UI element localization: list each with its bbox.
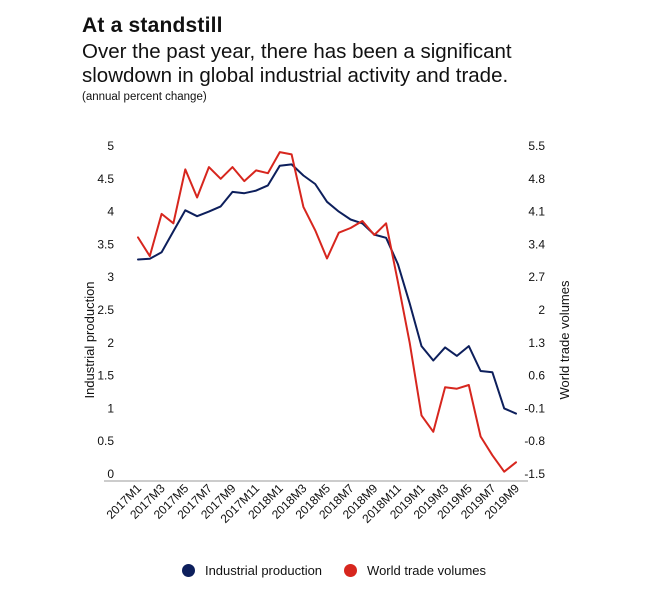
y-right-tick-label: 0.6 <box>528 369 545 383</box>
y-right-tick-label: 1.3 <box>528 336 545 350</box>
chart-subtitle: Over the past year, there has been a sig… <box>82 40 512 87</box>
y-right-tick-label: 4.1 <box>528 205 545 219</box>
y-right-tick-label: 2 <box>538 303 545 317</box>
y-left-tick-label: 2.5 <box>97 303 114 317</box>
legend-item-industrial: Industrial production <box>181 563 323 578</box>
legend-label-trade: World trade volumes <box>367 563 487 578</box>
y-right-axis-title: World trade volumes <box>557 280 572 399</box>
y-left-tick-label: 5 <box>107 139 114 153</box>
y-left-tick-label: 1.5 <box>97 369 114 383</box>
y-left-tick-label: 0 <box>107 467 114 481</box>
line-chart: 0 0.5 1 1.5 2 2.5 3 3.5 4 4.5 5 -1.5 -0.8 -0.1 0.6 1.3 2… <box>82 139 572 526</box>
y-left-axis-title: Industrial production <box>82 281 97 398</box>
y-right-tick-label: 2.7 <box>528 270 545 284</box>
series-line-industrial-production <box>137 163 517 415</box>
y-right-tick-label: -0.8 <box>524 434 545 448</box>
legend-label-industrial: Industrial production <box>204 563 323 578</box>
unit-note: (annual percent change) <box>82 91 207 103</box>
y-left-tick-label: 0.5 <box>97 434 114 448</box>
legend-item-trade: World trade volumes <box>344 563 486 578</box>
y-left-tick-label: 2 <box>107 336 114 350</box>
legend: Industrial production World trade volume… <box>0 563 668 578</box>
chart-title: At a standstill <box>82 14 223 37</box>
y-left-tick-label: 1 <box>107 401 114 415</box>
y-left-tick-label: 4 <box>107 205 114 219</box>
y-right-tick-label: -1.5 <box>524 467 545 481</box>
legend-marker-industrial <box>181 564 195 577</box>
y-right-tick-label: 3.4 <box>528 237 545 251</box>
y-left-tick-label: 4.5 <box>97 172 114 186</box>
y-right-tick-label: 5.5 <box>528 139 545 153</box>
legend-marker-trade <box>344 564 358 577</box>
y-left-tick-label: 3.5 <box>97 237 114 251</box>
y-right-tick-label: -0.1 <box>524 401 545 415</box>
y-right-tick-label: 4.8 <box>528 172 545 186</box>
y-left-tick-label: 3 <box>107 270 114 284</box>
series-line-world-trade-volumes <box>137 151 517 473</box>
